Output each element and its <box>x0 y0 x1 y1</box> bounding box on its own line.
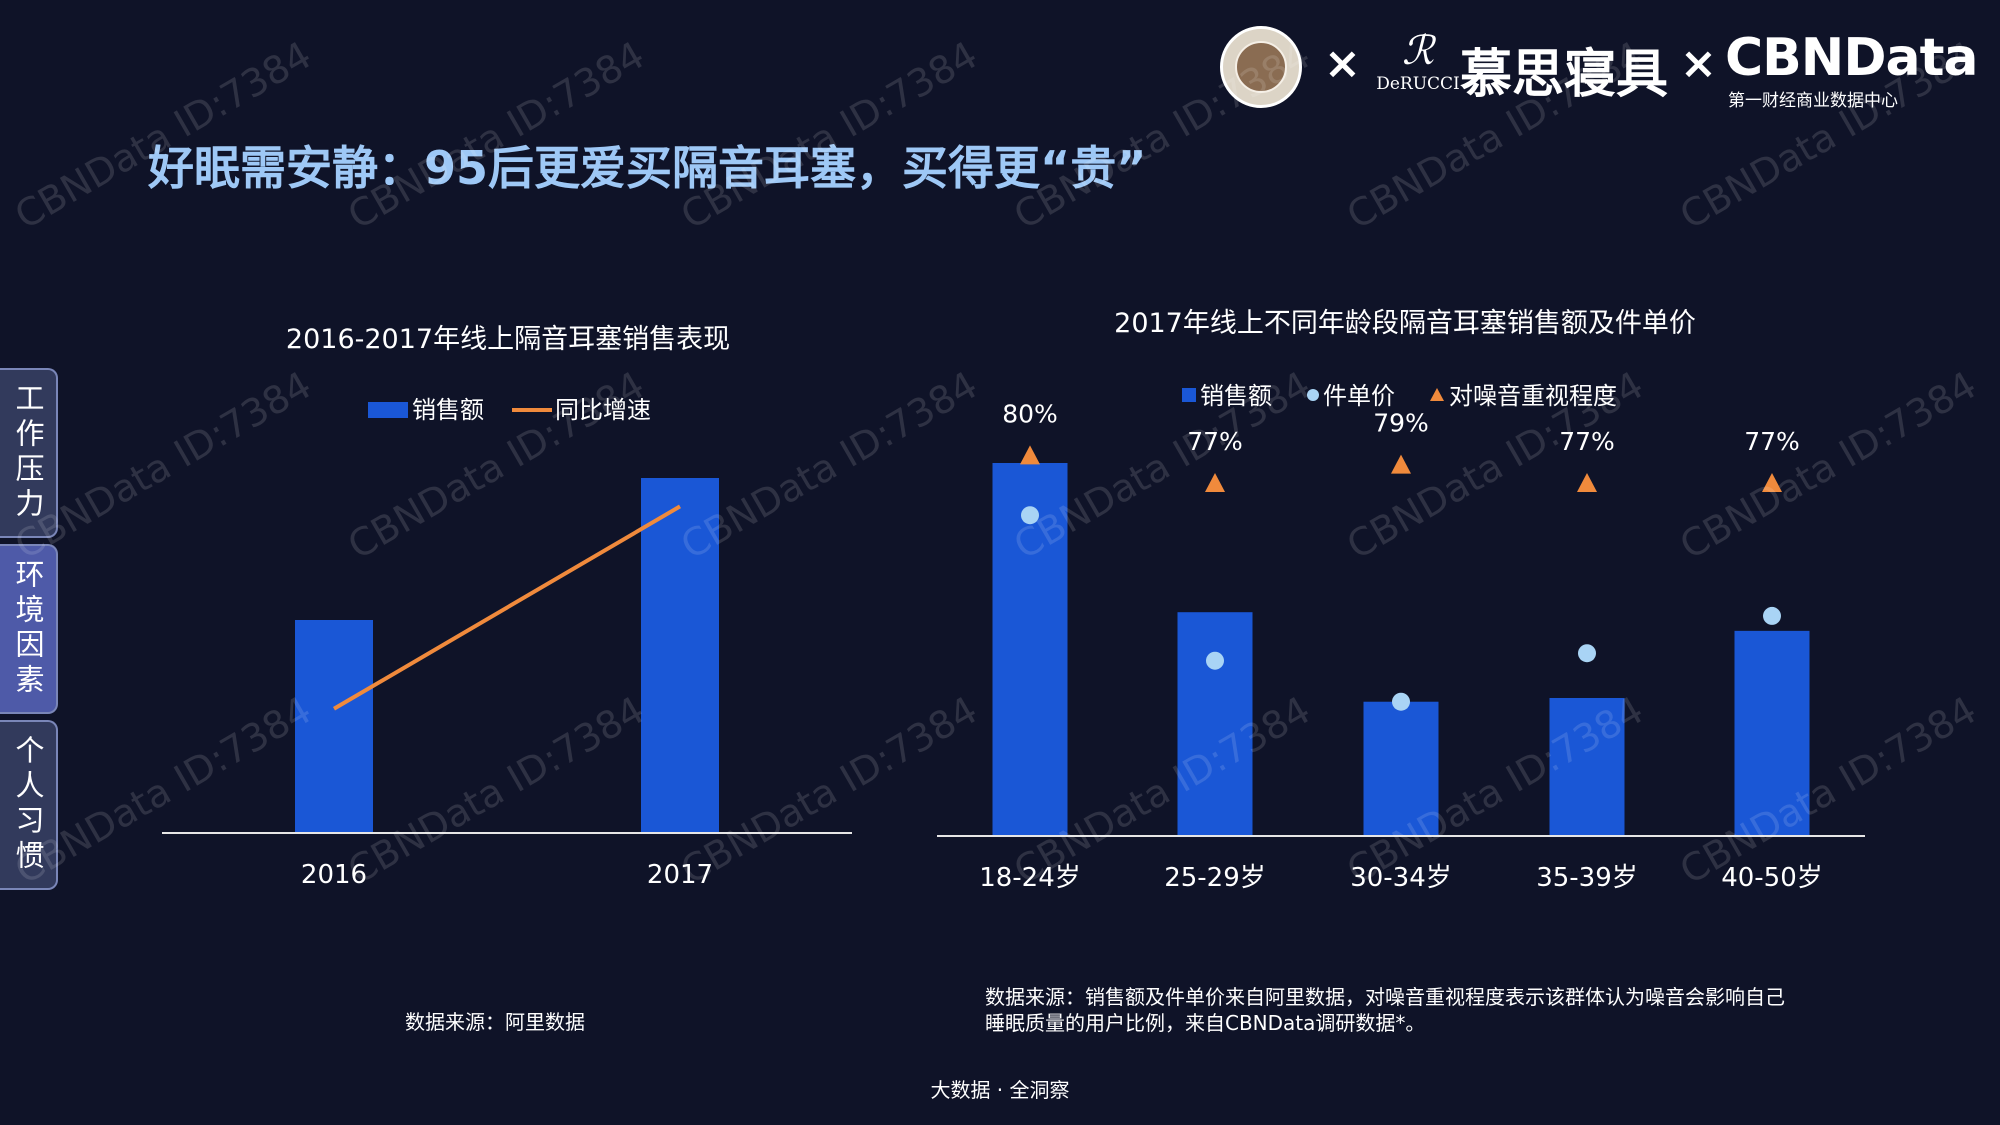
chart2-noise-triangle <box>1020 445 1040 465</box>
chart2-legend-triangle-swatch <box>1430 388 1444 401</box>
chart2-bar <box>1177 612 1253 836</box>
chart1-title: 2016-2017年线上隔音耳塞销售表现 <box>286 324 730 355</box>
sleep-research-seal-logo <box>1220 26 1302 108</box>
chart2-noise-label: 77% <box>1744 427 1800 456</box>
chart2-source-line-2: 睡眠质量的用户比例，来自CBNData调研数据*。 <box>985 1011 1426 1035</box>
chart2-unit-price-dot <box>1578 644 1596 663</box>
chart2-noise-triangle <box>1577 473 1597 492</box>
chart1-bar <box>295 620 373 833</box>
cbndata-subtitle: 第一财经商业数据中心 <box>1728 91 1898 111</box>
chart1-x-tick-label: 2016 <box>301 860 367 890</box>
side-tab-label: 个人习惯 <box>11 735 45 875</box>
chart2-noise-triangle <box>1391 454 1411 474</box>
times-symbol: × <box>1324 38 1361 89</box>
chart2-legend-bar-label: 销售额 <box>1200 382 1272 410</box>
cbndata-logo: CBNData <box>1725 28 1979 88</box>
header-logos: × ℛ DeRUCCI 慕思寝具 × CBNData 第一财经商业数据中心 <box>1220 22 1980 112</box>
chart2-legend-bar-swatch <box>1182 388 1196 402</box>
chart2-bar <box>1549 697 1625 836</box>
chart2-title: 2017年线上不同年龄段隔音耳塞销售额及件单价 <box>1114 308 1696 339</box>
side-tab-environment[interactable]: 环境因素 <box>0 544 58 714</box>
chart1-bar <box>641 478 719 833</box>
brand-cn-logo: 慕思寝具 <box>1460 44 1669 105</box>
chart2-unit-price-dot <box>1206 651 1224 670</box>
chart2-noise-triangle <box>1205 473 1225 492</box>
chart1-source-note: 数据来源：阿里数据 <box>405 1010 585 1034</box>
chart2-x-tick-label: 25-29岁 <box>1164 863 1266 893</box>
side-tab-label: 工作压力 <box>11 383 45 523</box>
chart2-bar <box>1734 630 1810 836</box>
chart2-unit-price-dot <box>1392 692 1410 711</box>
derucci-logo-text: DeRUCCI <box>1376 74 1460 94</box>
times-symbol-2: × <box>1680 38 1717 89</box>
chart2-noise-label: 80% <box>1002 399 1058 428</box>
chart1-legend-line-label: 同比增速 <box>555 396 651 424</box>
chart2-source-line-1: 数据来源：销售额及件单价来自阿里数据，对噪音重视程度表示该群体认为噪音会影响自己 <box>985 985 1785 1009</box>
chart2-bar <box>992 463 1068 836</box>
chart2-x-tick-label: 35-39岁 <box>1536 863 1638 893</box>
derucci-mark-logo: ℛ <box>1402 28 1434 74</box>
chart2-noise-triangle <box>1762 473 1782 492</box>
chart2-legend-dot-label: 件单价 <box>1323 382 1395 410</box>
chart2-x-tick-label: 18-24岁 <box>979 863 1081 893</box>
chart2-noise-label: 77% <box>1559 427 1615 456</box>
chart1-x-tick-label: 2017 <box>647 860 713 890</box>
chart2-unit-price-dot <box>1021 506 1039 525</box>
chart2-legend-dot-swatch <box>1307 389 1319 401</box>
chart2-source-note: 数据来源：销售额及件单价来自阿里数据，对噪音重视程度表示该群体认为噪音会影响自己… <box>985 984 1785 1036</box>
chart1-legend-bar-label: 销售额 <box>412 396 484 424</box>
chart2-noise-label: 79% <box>1373 409 1429 438</box>
chart2-unit-price-dot <box>1763 606 1781 625</box>
page-title: 好眠需安静：95后更爱买隔音耳塞，买得更“贵” <box>148 141 1147 195</box>
chart2-x-tick-label: 30-34岁 <box>1350 863 1452 893</box>
footer-slogan: 大数据 · 全洞察 <box>930 1078 1070 1102</box>
side-tab-work-pressure[interactable]: 工作压力 <box>0 368 58 538</box>
side-tab-personal-habits[interactable]: 个人习惯 <box>0 720 58 890</box>
chart2-bar <box>1363 701 1439 836</box>
chart1-growth-line <box>332 504 682 711</box>
chart2-x-tick-label: 40-50岁 <box>1721 863 1823 893</box>
side-tab-label: 环境因素 <box>11 559 45 699</box>
chart2-noise-label: 77% <box>1187 427 1243 456</box>
chart2-legend-triangle-label: 对噪音重视程度 <box>1449 382 1617 410</box>
chart1-legend-bar-swatch <box>368 402 408 418</box>
